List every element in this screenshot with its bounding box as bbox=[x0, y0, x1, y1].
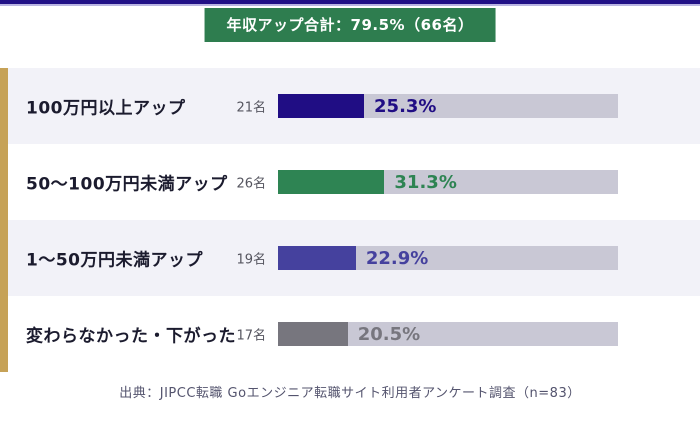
bar-track: 31.3% bbox=[278, 170, 618, 194]
category-label: 変わらなかった・下がった bbox=[26, 326, 236, 347]
bar-rows: 100万円以上アップ 21名 25.3% 50〜100万円未満アップ 26名 3… bbox=[0, 68, 700, 372]
left-accent-stripe bbox=[0, 68, 8, 372]
bar-track: 22.9% bbox=[278, 246, 618, 270]
bar-row-1-50man: 1〜50万円未満アップ 19名 22.9% bbox=[0, 220, 700, 296]
count-label: 17名 bbox=[236, 328, 266, 344]
bar-row-100man-plus: 100万円以上アップ 21名 25.3% bbox=[0, 68, 700, 144]
bar-fill bbox=[278, 94, 365, 118]
bar-fill bbox=[278, 246, 356, 270]
source-note: 出典：JIPCC転職 Goエンジニア転職サイト利用者アンケート調査（n=83） bbox=[119, 386, 581, 401]
count-label: 21名 bbox=[236, 100, 266, 116]
percent-label: 31.3% bbox=[394, 171, 457, 193]
percent-label: 22.9% bbox=[365, 247, 429, 269]
bar-row-50-100man: 50〜100万円未満アップ 26名 31.3% bbox=[0, 144, 700, 220]
total-badge: 年収アップ合計：79.5%（66名） bbox=[204, 8, 496, 42]
top-accent-underline bbox=[0, 4, 700, 6]
category-label: 1〜50万円未満アップ bbox=[26, 250, 203, 271]
category-label: 50〜100万円未満アップ bbox=[26, 174, 228, 195]
bar-track: 25.3% bbox=[278, 94, 618, 118]
bar-fill bbox=[278, 322, 348, 346]
percent-label: 20.5% bbox=[357, 323, 421, 345]
category-label: 100万円以上アップ bbox=[26, 98, 186, 119]
bar-row-no-change: 変わらなかった・下がった 17名 20.5% bbox=[0, 296, 700, 372]
count-label: 26名 bbox=[236, 176, 266, 192]
top-accent-bar bbox=[0, 0, 700, 4]
bar-track: 20.5% bbox=[278, 322, 618, 346]
percent-label: 25.3% bbox=[374, 95, 437, 117]
bar-fill bbox=[278, 170, 385, 194]
count-label: 19名 bbox=[236, 252, 266, 268]
